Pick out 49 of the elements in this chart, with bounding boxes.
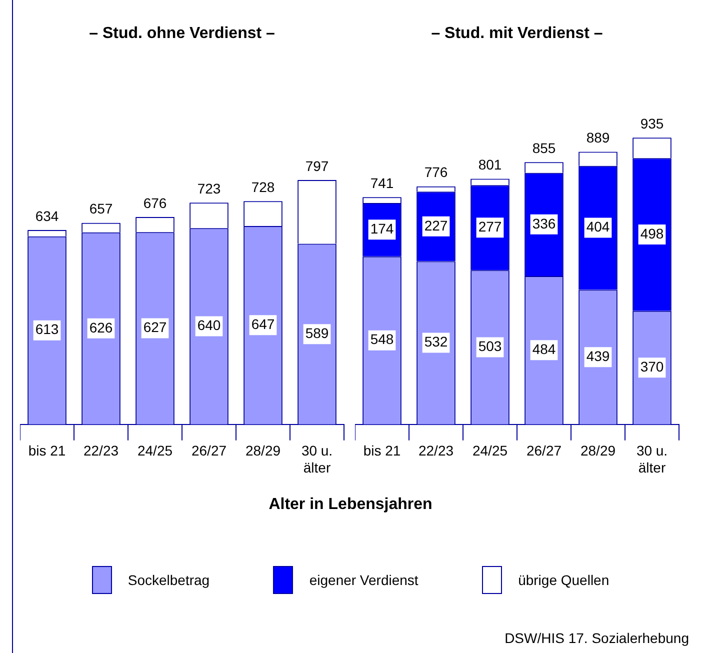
x-tick-label: bis 21 — [363, 442, 401, 459]
x-tick-label: 24/25 — [472, 442, 508, 459]
data-label: 532 — [424, 334, 448, 350]
data-label: 439 — [586, 348, 610, 364]
data-label: 503 — [478, 338, 502, 354]
data-label: 404 — [586, 218, 610, 235]
x-tick-label: 26/27 — [526, 442, 562, 459]
total-label: 889 — [586, 130, 610, 146]
total-label: 657 — [89, 200, 113, 217]
total-label: 634 — [35, 208, 59, 224]
legend-label: übrige Quellen — [518, 572, 610, 588]
legend-label: eigener Verdienst — [309, 572, 418, 588]
total-label: 741 — [370, 174, 394, 191]
data-label: 484 — [532, 341, 556, 358]
data-label: 640 — [197, 317, 221, 334]
x-tick-label: 22/23 — [83, 442, 119, 459]
data-label: 174 — [370, 220, 394, 236]
x-tick-label: 30 u. älter — [636, 442, 668, 476]
data-label: 227 — [424, 217, 448, 234]
x-axis-title: Alter in Lebensjahren — [268, 496, 434, 514]
total-label: 776 — [424, 164, 448, 180]
legend-label: Sockelbetrag — [128, 572, 210, 588]
data-label: 626 — [89, 319, 113, 336]
data-label: 613 — [35, 321, 59, 338]
data-label: 336 — [532, 215, 556, 232]
data-label: 277 — [478, 218, 502, 234]
x-tick-label: bis 21 — [28, 442, 66, 459]
chart-title: – Stud. ohne Verdienst – — [89, 25, 276, 42]
x-tick-label: 28/29 — [245, 442, 281, 459]
total-label: 797 — [305, 158, 329, 174]
x-tick-label: 28/29 — [580, 442, 616, 459]
x-tick-label: 26/27 — [191, 442, 227, 459]
data-label: 647 — [251, 316, 275, 332]
data-label: 548 — [370, 331, 394, 348]
total-label: 935 — [640, 115, 664, 132]
total-label: 728 — [251, 178, 275, 195]
total-label: 855 — [532, 140, 556, 156]
x-tick-label: 22/23 — [418, 442, 454, 459]
x-tick-label: 30 u. älter — [301, 442, 333, 476]
data-label: 498 — [640, 225, 664, 242]
chart-title: – Stud. mit Verdienst – — [431, 25, 603, 42]
data-label: 370 — [640, 358, 664, 375]
text: DSW/HIS 17. Sozialerhebung — [504, 630, 689, 646]
total-label: 801 — [478, 156, 502, 173]
x-tick-label: 24/25 — [137, 442, 173, 459]
data-label: 627 — [143, 319, 167, 336]
total-label: 676 — [143, 194, 167, 211]
total-label: 723 — [197, 180, 221, 196]
data-label: 589 — [305, 324, 329, 341]
